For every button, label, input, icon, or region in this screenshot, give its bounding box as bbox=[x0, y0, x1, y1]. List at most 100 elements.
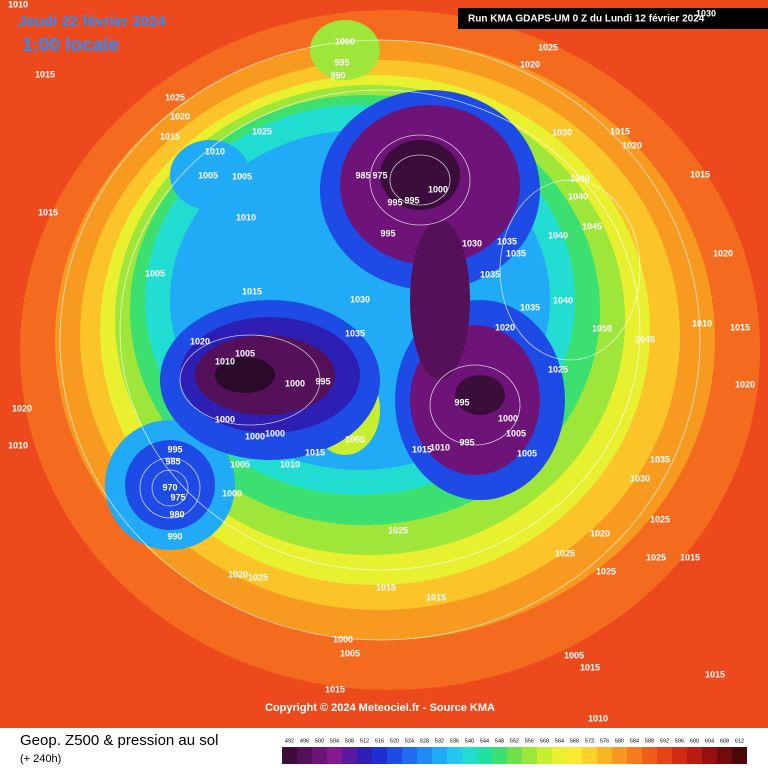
time-label: 1:00 locale bbox=[22, 35, 119, 56]
pressure-label: 1005 bbox=[198, 170, 218, 180]
run-banner bbox=[458, 8, 768, 29]
pressure-label: 1005 bbox=[145, 268, 165, 278]
pressure-label: 1020 bbox=[190, 336, 210, 346]
pressure-label: 1010 bbox=[215, 356, 235, 366]
colorbar-label: 496 bbox=[300, 738, 309, 744]
footer-lead: (+ 240h) bbox=[20, 753, 61, 765]
pressure-label: 1015 bbox=[690, 169, 710, 179]
colorbar-label: 524 bbox=[405, 738, 414, 744]
pressure-label: 1015 bbox=[610, 126, 630, 136]
pressure-label: 1015 bbox=[160, 131, 180, 141]
pressure-label: 1015 bbox=[730, 322, 750, 332]
colorbar-swatch bbox=[507, 747, 522, 764]
colorbar-label: 608 bbox=[720, 738, 729, 744]
colorbar-label: 604 bbox=[705, 738, 714, 744]
isobar bbox=[151, 469, 189, 507]
pressure-label: 1005 bbox=[345, 434, 365, 444]
pressure-label: 995 bbox=[387, 197, 402, 207]
colorbar-swatch bbox=[417, 747, 432, 764]
pressure-label: 980 bbox=[169, 509, 184, 519]
colorbar-label: 612 bbox=[735, 738, 744, 744]
isobar bbox=[59, 39, 701, 641]
colorbar-swatch bbox=[432, 747, 447, 764]
colorbar-swatch bbox=[687, 747, 702, 764]
colorbar-swatch bbox=[567, 747, 582, 764]
colorbar-label: 520 bbox=[390, 738, 399, 744]
colorbar-label: 592 bbox=[660, 738, 669, 744]
pressure-label: 975 bbox=[372, 170, 387, 180]
pressure-label: 985 bbox=[355, 170, 370, 180]
colorbar-label: 580 bbox=[615, 738, 624, 744]
pressure-label: 1025 bbox=[388, 525, 408, 535]
colorbar-label: 588 bbox=[645, 738, 654, 744]
pressure-label: 1005 bbox=[517, 448, 537, 458]
pressure-label: 1020 bbox=[590, 528, 610, 538]
pressure-label: 1005 bbox=[506, 428, 526, 438]
colorbar-swatch bbox=[342, 747, 357, 764]
pressure-label: 1035 bbox=[650, 454, 670, 464]
pressure-label: 1000 bbox=[285, 378, 305, 388]
pressure-label: 1025 bbox=[650, 514, 670, 524]
colorbar-label: 572 bbox=[585, 738, 594, 744]
pressure-label: 1020 bbox=[228, 569, 248, 579]
pressure-label: 1020 bbox=[170, 111, 190, 121]
colorbar-swatch bbox=[642, 747, 657, 764]
colorbar-label: 576 bbox=[600, 738, 609, 744]
pressure-label: 1010 bbox=[236, 212, 256, 222]
z500-ridge bbox=[310, 20, 380, 80]
pressure-label: 1000 bbox=[265, 428, 285, 438]
colorbar-swatch bbox=[537, 747, 552, 764]
date-label: Jeudi 22 février 2024 bbox=[18, 13, 166, 30]
pressure-label: 1035 bbox=[520, 302, 540, 312]
colorbar-label: 568 bbox=[570, 738, 579, 744]
z500-trough bbox=[410, 220, 470, 380]
colorbar-swatch bbox=[297, 747, 312, 764]
pressure-label: 995 bbox=[167, 444, 182, 454]
colorbar-label: 500 bbox=[315, 738, 324, 744]
pressure-label: 1025 bbox=[555, 548, 575, 558]
pressure-label: 1015 bbox=[580, 662, 600, 672]
pressure-label: 1000 bbox=[335, 36, 355, 46]
colorbar-label: 516 bbox=[375, 738, 384, 744]
pressure-label: 1035 bbox=[345, 328, 365, 338]
pressure-label: 1015 bbox=[412, 444, 432, 454]
pressure-label: 1030 bbox=[462, 238, 482, 248]
pressure-label: 1030 bbox=[552, 127, 572, 137]
pressure-label: 1015 bbox=[35, 69, 55, 79]
footer: Geop. Z500 & pression au sol (+ 240h) 49… bbox=[20, 732, 747, 765]
pressure-label: 1005 bbox=[340, 648, 360, 658]
pressure-label: 1005 bbox=[564, 650, 584, 660]
pressure-label: 1020 bbox=[12, 403, 32, 413]
pressure-label: 1010 bbox=[8, 0, 28, 9]
z500-trough bbox=[170, 140, 250, 210]
colorbar-swatch bbox=[582, 747, 597, 764]
z500-trough bbox=[455, 375, 505, 415]
pressure-label: 990 bbox=[167, 531, 182, 541]
colorbar-label: 548 bbox=[495, 738, 504, 744]
pressure-label: 1030 bbox=[350, 294, 370, 304]
pressure-label: 1015 bbox=[705, 669, 725, 679]
isobar bbox=[389, 154, 451, 206]
pressure-label: 1010 bbox=[205, 146, 225, 156]
pressure-label: 1015 bbox=[305, 447, 325, 457]
pressure-label: 1010 bbox=[430, 442, 450, 452]
colorbar-swatch bbox=[552, 747, 567, 764]
colorbar-swatch bbox=[282, 747, 297, 764]
footer-title: Geop. Z500 & pression au sol bbox=[20, 732, 218, 749]
colorbar-label: 528 bbox=[420, 738, 429, 744]
colorbar-label: 556 bbox=[525, 738, 534, 744]
pressure-label: 1015 bbox=[426, 592, 446, 602]
colorbar-label: 512 bbox=[360, 738, 369, 744]
pressure-label: 995 bbox=[459, 437, 474, 447]
colorbar-swatch bbox=[387, 747, 402, 764]
pressure-label: 1000 bbox=[428, 184, 448, 194]
isobar bbox=[139, 457, 201, 519]
pressure-label: 1000 bbox=[215, 414, 235, 424]
isobar bbox=[179, 334, 321, 426]
pressure-label: 1015 bbox=[38, 207, 58, 217]
colorbar-label: 536 bbox=[450, 738, 459, 744]
colorbar-swatch bbox=[462, 747, 477, 764]
pressure-label: 1000 bbox=[498, 413, 518, 423]
